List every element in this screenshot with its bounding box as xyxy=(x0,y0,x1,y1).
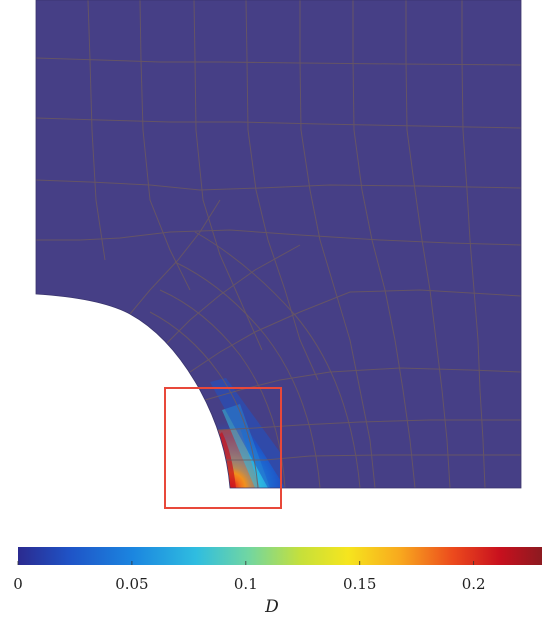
colorbar-tick-label: 0.05 xyxy=(115,575,148,593)
colorbar-gradient xyxy=(18,547,542,565)
colorbar-tick-label: 0 xyxy=(13,575,23,593)
colorbar-tick-label: 0.1 xyxy=(234,575,258,593)
highlight-box xyxy=(164,387,282,509)
colorbar-tick-label: 0.2 xyxy=(462,575,486,593)
colorbar: 0 0.05 0.1 0.15 0.2 D xyxy=(13,547,542,617)
colorbar-ticks: 0 0.05 0.1 0.15 0.2 xyxy=(13,561,486,593)
mesh-lines xyxy=(36,0,521,488)
colorbar-label: D xyxy=(264,597,279,617)
colorbar-tick-label: 0.15 xyxy=(343,575,376,593)
plate-domain xyxy=(35,0,522,489)
